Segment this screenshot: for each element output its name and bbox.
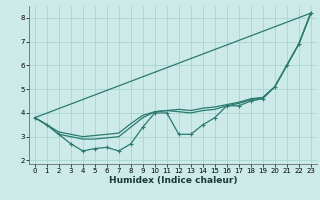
X-axis label: Humidex (Indice chaleur): Humidex (Indice chaleur) <box>108 176 237 185</box>
